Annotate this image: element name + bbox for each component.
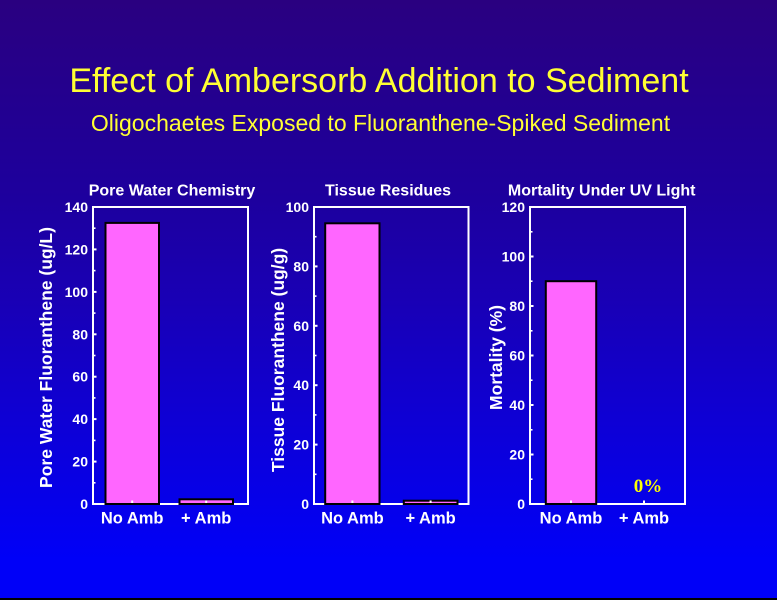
svg-text:No Amb: No Amb [101,510,164,528]
svg-text:Pore Water Fluoranthene (ug/L): Pore Water Fluoranthene (ug/L) [36,227,56,488]
svg-text:0: 0 [517,496,525,512]
svg-text:100: 100 [286,199,310,215]
svg-text:40: 40 [509,397,525,413]
svg-text:Mortality (%): Mortality (%) [486,305,506,410]
svg-text:100: 100 [65,284,89,300]
svg-text:80: 80 [293,258,309,274]
svg-text:+ Amb: + Amb [181,510,231,528]
svg-text:0: 0 [301,496,309,512]
svg-text:120: 120 [65,241,89,257]
svg-text:140: 140 [65,199,89,215]
svg-text:Tissue Fluoranthene (ug/g): Tissue Fluoranthene (ug/g) [268,248,288,472]
svg-text:80: 80 [72,326,88,342]
svg-text:No Amb: No Amb [321,510,384,528]
svg-text:40: 40 [293,377,309,393]
svg-text:No Amb: No Amb [540,510,603,528]
svg-text:0: 0 [80,496,88,512]
svg-text:40: 40 [72,411,88,427]
svg-text:60: 60 [72,369,88,385]
svg-text:60: 60 [293,318,309,334]
svg-text:120: 120 [502,199,526,215]
svg-text:0%: 0% [634,476,663,497]
svg-text:20: 20 [509,447,525,463]
svg-text:Pore Water Chemistry: Pore Water Chemistry [89,183,256,200]
svg-text:+ Amb: + Amb [619,510,669,528]
svg-text:80: 80 [509,298,525,314]
svg-text:20: 20 [293,437,309,453]
svg-text:100: 100 [502,249,526,265]
svg-text:20: 20 [72,454,88,470]
svg-text:Tissue Residues: Tissue Residues [325,183,451,200]
svg-text:60: 60 [509,348,525,364]
svg-text:+ Amb: + Amb [405,510,455,528]
svg-text:Mortality Under UV Light: Mortality Under UV Light [508,183,696,200]
